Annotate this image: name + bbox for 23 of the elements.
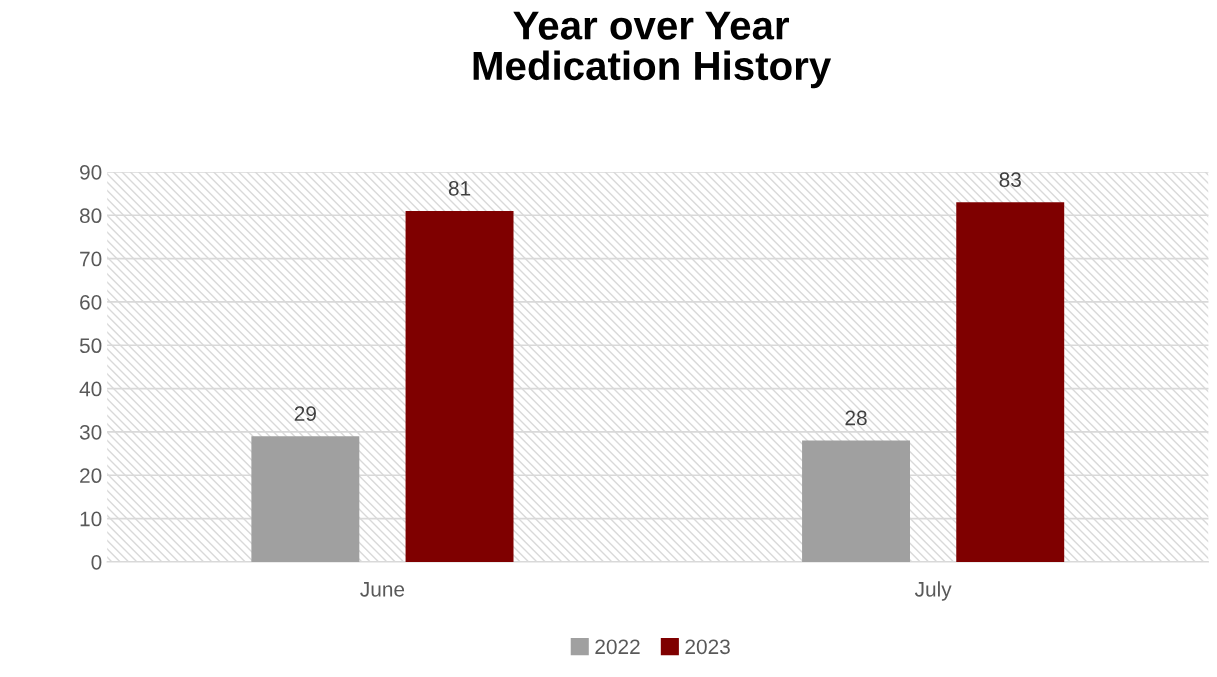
y-tick-label: 30 bbox=[79, 424, 102, 440]
legend-label: 2022 bbox=[595, 639, 640, 655]
bar bbox=[956, 202, 1065, 562]
legend-label: 2023 bbox=[685, 639, 730, 655]
chart-title: Year over Year Medication History bbox=[473, 11, 832, 89]
y-tick-label: 80 bbox=[79, 208, 102, 224]
y-tick-label: 60 bbox=[80, 294, 102, 310]
data-label: 81 bbox=[448, 180, 471, 196]
bar bbox=[251, 436, 360, 562]
y-tick-label: 0 bbox=[91, 554, 102, 570]
y-tick-label: 70 bbox=[80, 251, 102, 267]
data-label: 29 bbox=[294, 406, 316, 422]
bar bbox=[802, 440, 911, 562]
data-label: 28 bbox=[845, 410, 867, 426]
x-tick-label: June bbox=[360, 582, 405, 597]
y-tick-label: 50 bbox=[79, 338, 102, 354]
data-label: 83 bbox=[999, 172, 1021, 188]
y-tick-label: 40 bbox=[79, 381, 102, 397]
x-tick-label: July bbox=[914, 581, 952, 601]
y-tick-label: 90 bbox=[80, 164, 102, 180]
bar bbox=[405, 210, 514, 562]
y-tick-label: 10 bbox=[80, 511, 102, 527]
y-tick-label: 20 bbox=[80, 468, 102, 484]
